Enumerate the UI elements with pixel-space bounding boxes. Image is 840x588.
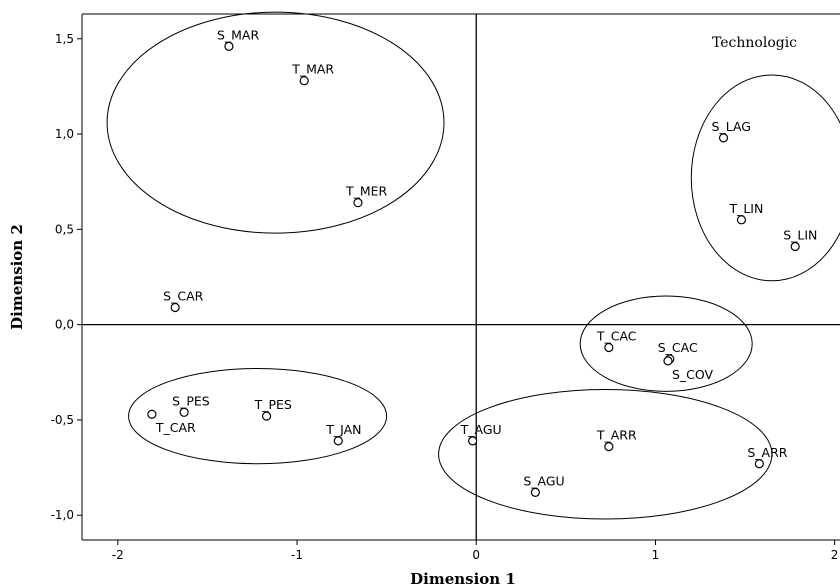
x-tick-label: 0 <box>472 548 480 562</box>
point-marker <box>468 436 478 446</box>
data-point: S_COV <box>663 356 714 382</box>
quadrant-annotation: Technologic <box>712 35 797 51</box>
point-marker <box>530 487 540 497</box>
point-label: S_AGU <box>523 473 564 488</box>
cluster-ellipse-2 <box>690 74 840 282</box>
data-point: T_PES <box>254 397 292 421</box>
x-axis-title: Dimension 1 <box>410 570 516 588</box>
point-marker <box>179 407 189 417</box>
point-label: T_MER <box>345 184 388 199</box>
data-point: T_AGU <box>460 422 502 446</box>
cluster-ellipse-1 <box>106 11 445 234</box>
point-label: T_AGU <box>460 422 502 437</box>
data-point: S_LAG <box>712 119 751 143</box>
point-marker <box>604 342 614 353</box>
point-label: S_PES <box>172 393 210 408</box>
data-point: S_MAR <box>217 27 260 51</box>
y-tick-label: -1,0 <box>51 508 74 522</box>
data-point: S_CAR <box>163 288 204 313</box>
point-marker <box>604 442 614 452</box>
point-marker <box>790 241 800 252</box>
data-point: S_AGU <box>523 473 565 497</box>
point-label: T_MAR <box>291 62 334 77</box>
data-point: S_ARR <box>747 445 788 469</box>
point-label: T_PES <box>254 397 292 412</box>
data-point: S_PES <box>172 393 210 417</box>
point-marker <box>333 436 343 446</box>
y-axis-title: Dimension 2 <box>8 224 26 330</box>
point-marker <box>736 215 747 225</box>
point-marker <box>663 356 673 366</box>
x-tick-label: 2 <box>831 548 839 562</box>
data-point: T_LIN <box>728 201 763 225</box>
point-label: S_COV <box>672 367 714 382</box>
data-point: T_CAC <box>596 329 637 353</box>
point-label: S_CAR <box>163 288 203 303</box>
y-tick-label: 1,5 <box>55 32 74 46</box>
data-point: S_LIN <box>783 228 817 252</box>
data-point: T_CAR <box>147 409 196 435</box>
point-label: S_ARR <box>747 445 787 460</box>
y-tick-label: -0,5 <box>51 413 74 427</box>
point-marker <box>170 302 180 313</box>
point-marker <box>299 76 309 86</box>
data-point: T_MAR <box>291 62 334 86</box>
y-tick-label: 1,0 <box>55 127 74 141</box>
point-marker <box>147 409 157 419</box>
data-point: T_JAN <box>325 422 362 446</box>
cluster-ellipse-5 <box>438 388 773 520</box>
point-marker <box>353 198 363 208</box>
y-tick-label: 0,0 <box>55 318 74 332</box>
cluster-ellipse-3 <box>579 295 753 392</box>
point-label: T_LIN <box>728 201 763 216</box>
y-tick-label: 0,5 <box>55 222 74 236</box>
point-label: S_LIN <box>783 228 817 243</box>
point-marker <box>224 41 234 51</box>
point-label: S_LAG <box>712 119 751 134</box>
point-marker <box>261 411 272 421</box>
x-tick-label: -1 <box>291 548 303 562</box>
x-tick-label: -2 <box>112 548 124 562</box>
point-label: S_CAC <box>658 340 698 355</box>
point-marker <box>718 133 729 143</box>
data-point: T_MER <box>345 184 388 208</box>
cluster-ellipse-4 <box>128 367 388 465</box>
data-point: T_ARR <box>596 428 637 452</box>
point-label: T_JAN <box>325 422 361 437</box>
x-tick-label: 1 <box>652 548 660 562</box>
point-marker <box>754 459 764 469</box>
point-label: T_ARR <box>596 428 637 443</box>
point-label: T_CAC <box>596 329 637 344</box>
point-label: T_CAR <box>155 420 196 435</box>
point-label: S_MAR <box>217 27 260 42</box>
